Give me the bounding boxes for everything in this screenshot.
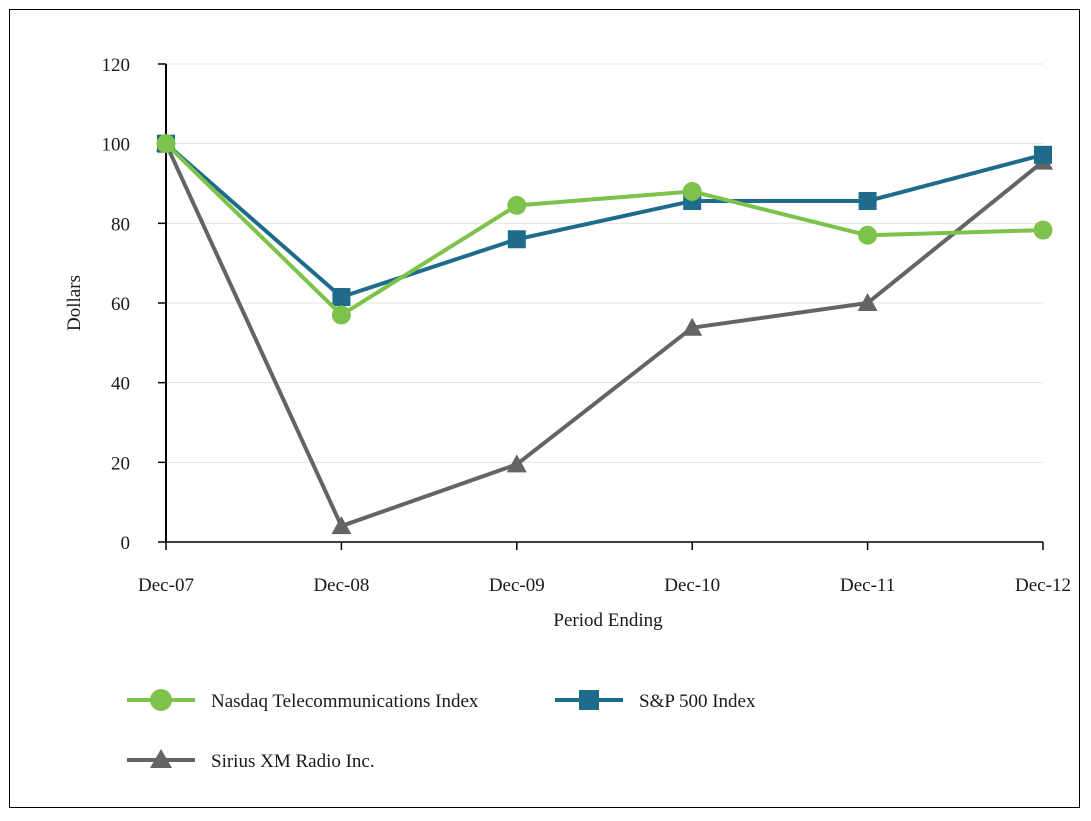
data-point-circle — [682, 181, 702, 201]
series-line — [164, 142, 1044, 300]
data-point-square — [858, 192, 877, 211]
legend-triangle-icon — [150, 749, 172, 768]
legend-label: S&P 500 Index — [639, 691, 756, 712]
x-axis-title: Period Ending — [553, 610, 663, 631]
gridlines — [166, 63, 1043, 463]
legend-circle-icon — [150, 689, 172, 711]
y-tick-label: 40 — [111, 374, 130, 395]
data-point-triangle — [331, 516, 352, 535]
data-point-circle — [507, 195, 527, 215]
x-tick-label: Dec-09 — [489, 575, 545, 596]
data-point-square — [507, 230, 526, 249]
y-tick-label: 100 — [102, 135, 131, 156]
legend-square-icon — [579, 690, 599, 710]
x-tick-label: Dec-10 — [664, 575, 720, 596]
y-axis-title: Dollars — [64, 275, 85, 331]
data-point-circle — [858, 225, 878, 245]
legend-item: Sirius XM Radio Inc. — [127, 749, 375, 772]
series-group — [156, 133, 1053, 535]
x-tick-label: Dec-07 — [138, 575, 194, 596]
legend: Nasdaq Telecommunications Index S&P 500 I… — [127, 689, 756, 772]
data-point-square — [332, 288, 351, 307]
x-tick-label: Dec-11 — [840, 575, 895, 596]
data-point-square — [1034, 145, 1052, 164]
data-point-triangle — [506, 454, 527, 473]
data-point-circle — [156, 134, 176, 154]
data-point-triangle — [857, 293, 878, 311]
y-tick-label: 20 — [111, 453, 130, 474]
x-tick-label: Dec-12 — [1015, 575, 1071, 596]
y-tick-label: 80 — [111, 214, 130, 235]
series-line — [164, 142, 1045, 529]
data-point-circle — [1033, 220, 1053, 240]
y-tick-labels: 0 20 40 60 80 100 120 — [102, 55, 166, 554]
data-point-circle — [331, 305, 351, 325]
legend-item: Nasdaq Telecommunications Index — [127, 689, 479, 712]
x-tick-label: Dec-08 — [313, 575, 369, 596]
series-line — [164, 142, 1044, 317]
series-triangle — [156, 133, 1053, 535]
y-tick-label: 60 — [111, 294, 130, 315]
legend-label: Sirius XM Radio Inc. — [211, 751, 375, 772]
series-circle — [156, 134, 1053, 325]
y-tick-label: 120 — [102, 55, 131, 76]
legend-item: S&P 500 Index — [555, 690, 756, 712]
y-tick-label: 0 — [121, 533, 131, 554]
chart-frame — [9, 9, 1080, 808]
x-tick-labels: Dec-07 Dec-08 Dec-09 Dec-10 Dec-11 Dec-12 — [138, 542, 1071, 596]
legend-label: Nasdaq Telecommunications Index — [211, 691, 479, 712]
series-square — [157, 134, 1052, 307]
data-point-triangle — [682, 317, 703, 336]
